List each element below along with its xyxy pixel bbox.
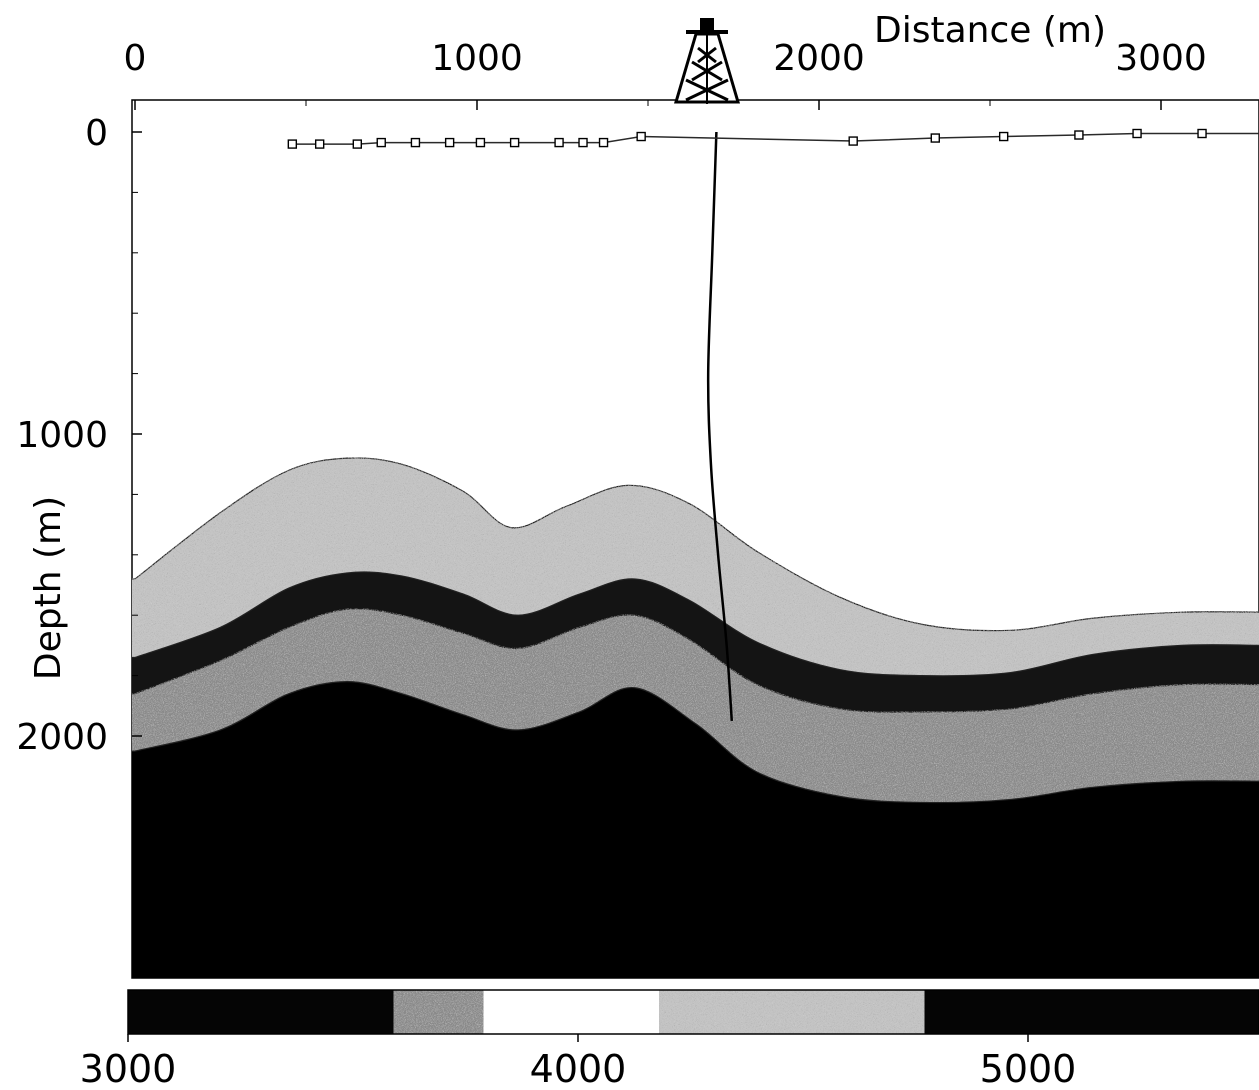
geologic-layers xyxy=(132,457,1259,978)
colorbar-segment xyxy=(393,990,484,1034)
colorbar-frame xyxy=(127,989,1259,1035)
y-tick-label: 0 xyxy=(85,113,108,154)
x-axis-title: Distance (m) xyxy=(874,10,1106,51)
x-tick-label: 1000 xyxy=(431,38,523,79)
receiver-marker xyxy=(848,136,858,146)
x-axis: 0 1000 2000 3000 xyxy=(124,38,1207,110)
well-trajectory xyxy=(706,131,734,721)
colorbar-segment xyxy=(128,990,394,1034)
x-tick-label: 0 xyxy=(124,38,147,79)
colorbar-segment xyxy=(659,990,925,1034)
receiver-marker xyxy=(636,131,646,142)
receiver-marker xyxy=(314,139,325,149)
receiver-line xyxy=(287,128,1259,149)
receiver-marker xyxy=(410,137,421,148)
x-tick-label: 3000 xyxy=(1115,38,1207,79)
receiver-marker xyxy=(1197,128,1207,139)
receiver-marker xyxy=(444,137,455,148)
receiver-marker xyxy=(352,139,362,149)
y-axis: 0 1000 2000 xyxy=(16,113,142,918)
receiver-marker xyxy=(1074,130,1084,140)
receiver-marker xyxy=(554,137,564,148)
plot-area xyxy=(131,99,1259,979)
layer-deep-basement xyxy=(132,681,1259,978)
receiver-marker xyxy=(509,137,520,148)
colorbar-ticks: 3000 4000 5000 xyxy=(80,1034,1077,1090)
colorbar-tick-label: 5000 xyxy=(980,1047,1077,1090)
colorbar-tick-label: 4000 xyxy=(530,1047,627,1090)
receiver-marker xyxy=(998,131,1009,142)
y-axis-title: Depth (m) xyxy=(28,496,69,680)
receiver-marker xyxy=(578,137,588,148)
receiver-marker xyxy=(475,137,486,148)
y-tick-label: 1000 xyxy=(16,415,108,456)
receiver-marker xyxy=(376,137,386,148)
well-path xyxy=(706,131,734,721)
receiver-marker xyxy=(287,139,298,149)
colorbar-segment xyxy=(483,990,659,1034)
y-tick-label: 2000 xyxy=(16,717,108,758)
x-tick-label: 2000 xyxy=(773,38,865,79)
velocity-colorbar: 3000 4000 5000 xyxy=(80,989,1259,1090)
drilling-rig-icon xyxy=(673,18,741,104)
receiver-marker xyxy=(930,133,940,143)
receiver-marker xyxy=(598,137,609,148)
colorbar-tick-label: 3000 xyxy=(80,1047,177,1090)
colorbar-segment xyxy=(924,990,1259,1034)
colorbar-segments xyxy=(128,990,1259,1034)
receiver-marker xyxy=(1132,128,1142,139)
